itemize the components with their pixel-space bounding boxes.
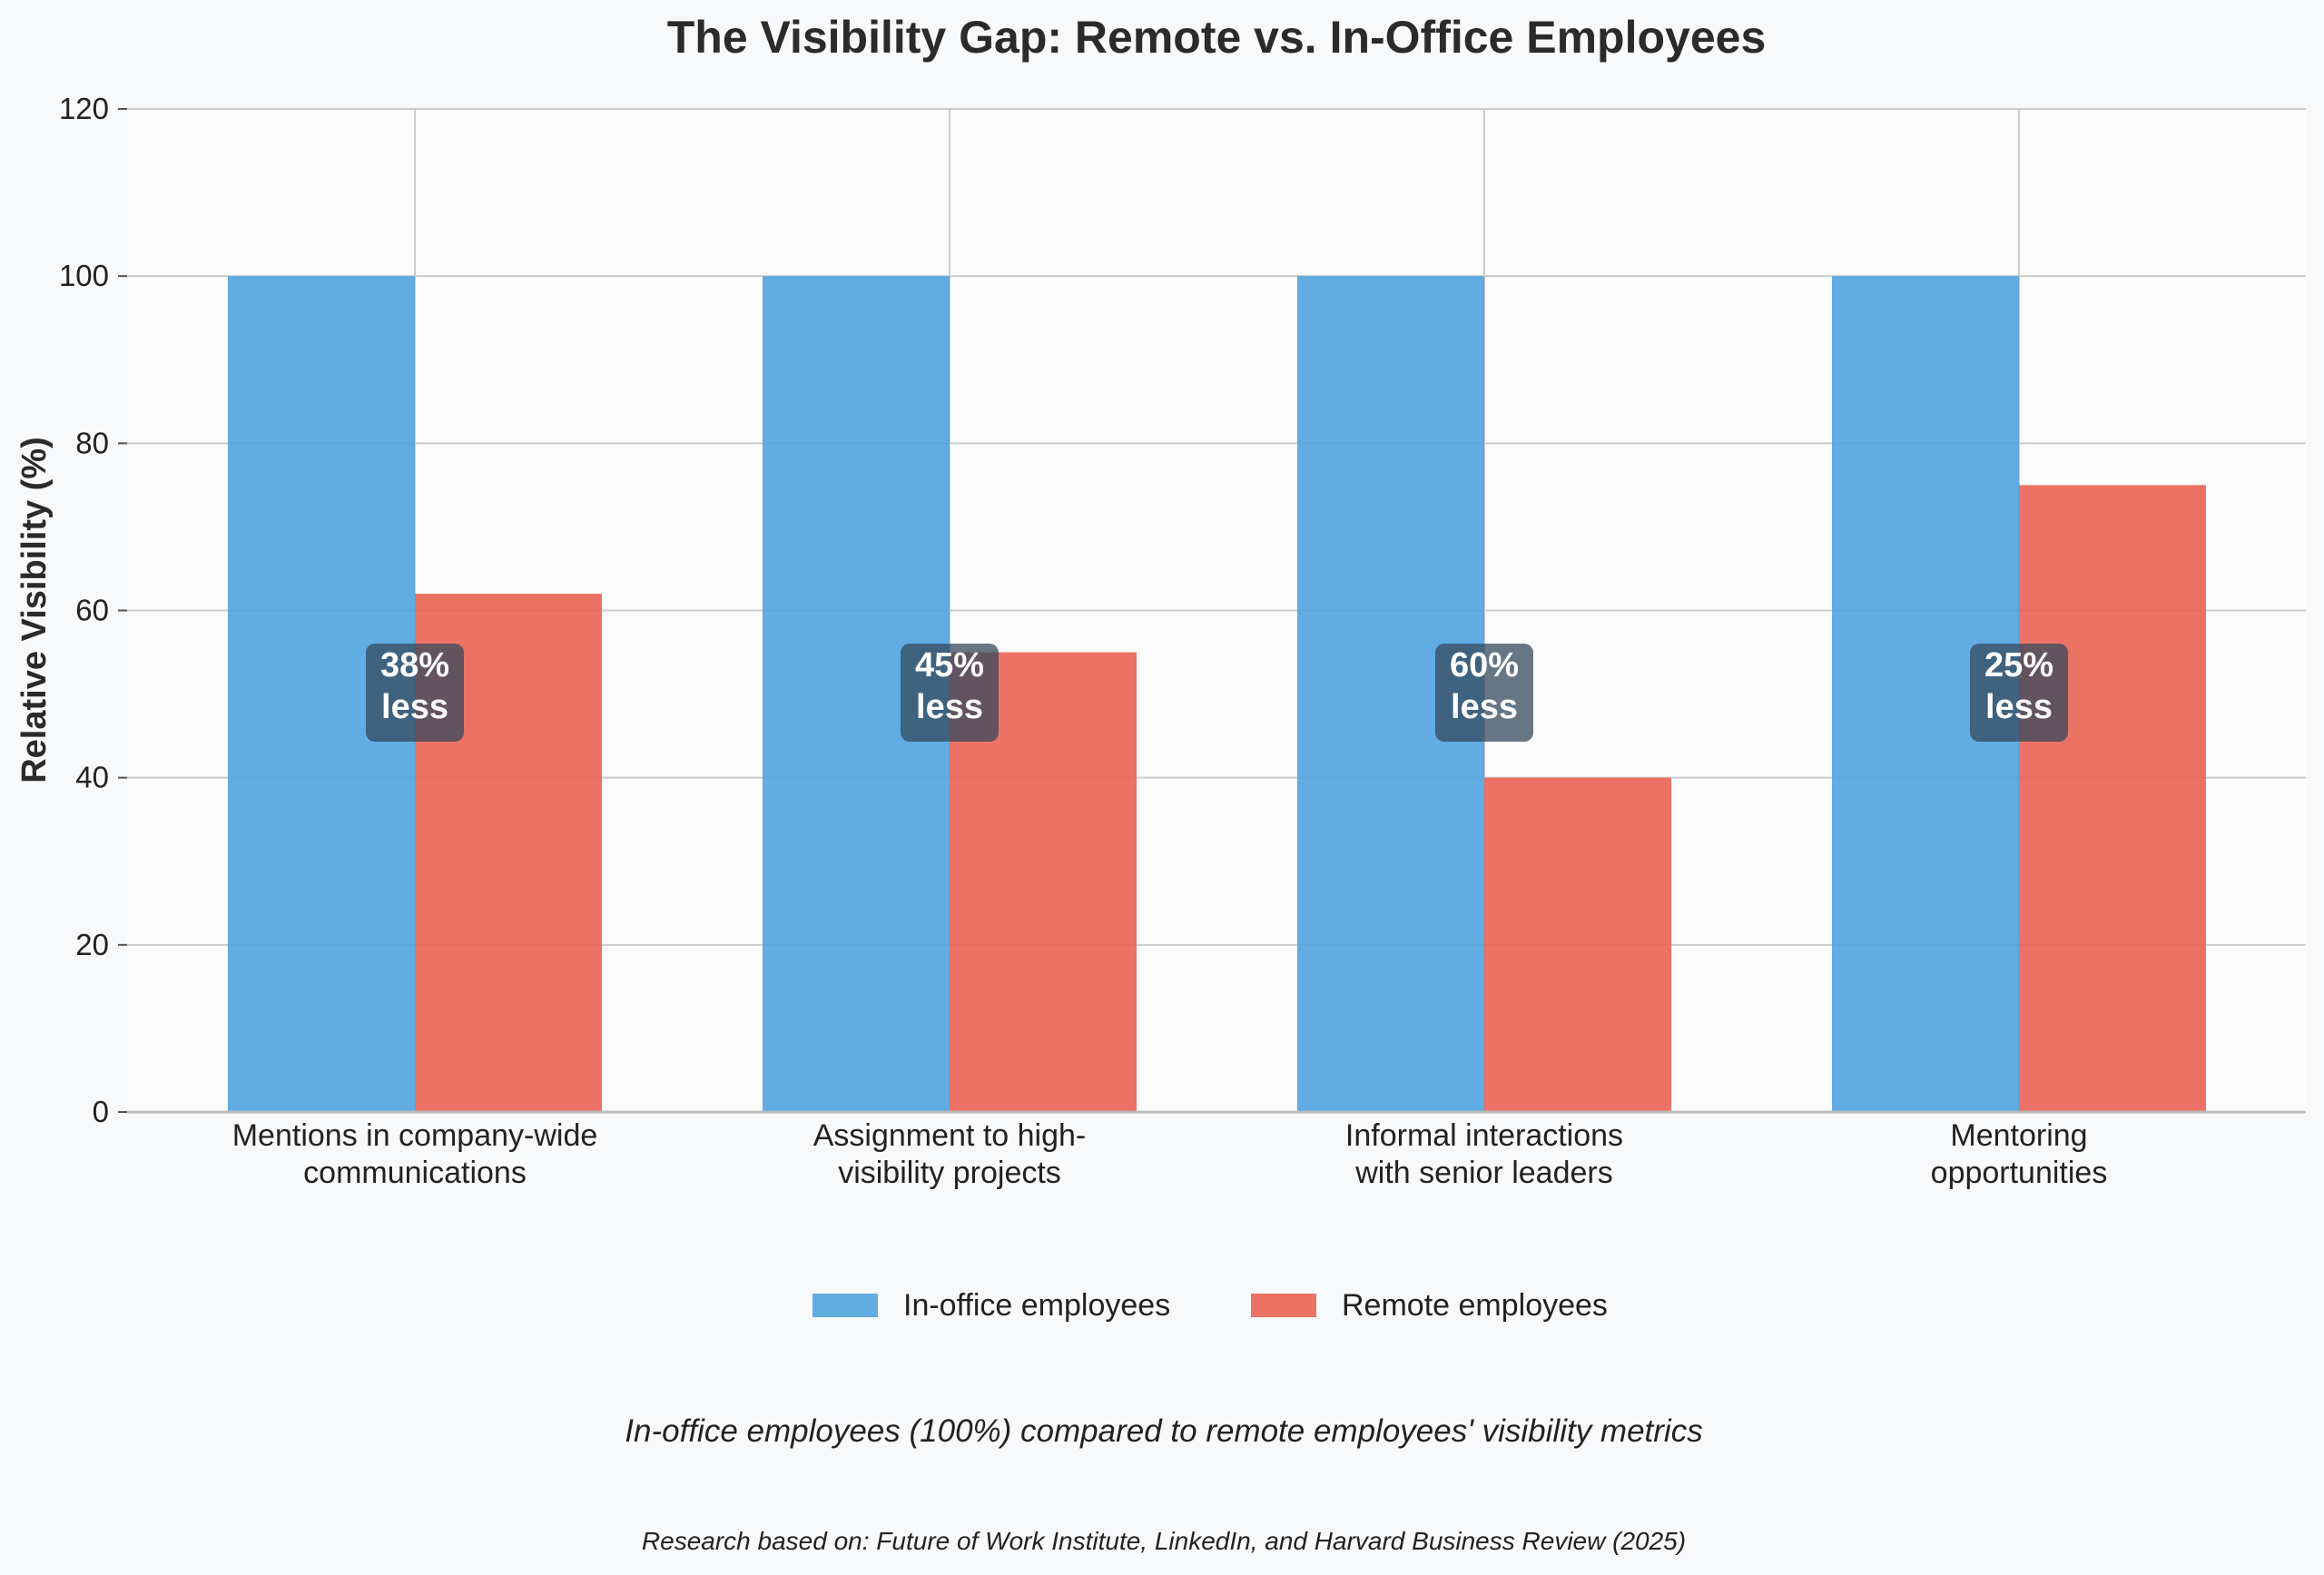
gap-annotation-box [1970, 644, 2068, 742]
gap-annotation-box [1435, 644, 1533, 742]
chart-title: The Visibility Gap: Remote vs. In-Office… [667, 12, 1767, 63]
legend: In-office employees Remote employees [812, 1288, 1608, 1323]
gap-annotation-box [901, 644, 999, 742]
x-category-label: Mentions in company-wide [232, 1118, 598, 1153]
gap-annotation-text: 60% [1450, 646, 1519, 684]
gap-annotation-text: 38% [380, 646, 449, 684]
source-note: Research based on: Future of Work Instit… [642, 1527, 1686, 1555]
y-tick-label: 0 [93, 1095, 109, 1128]
legend-swatch [812, 1294, 878, 1317]
legend-label: In-office employees [903, 1288, 1170, 1323]
y-tick-label: 60 [75, 594, 109, 627]
x-category-label: Assignment to high- [813, 1118, 1087, 1153]
y-tick-label: 80 [75, 426, 109, 459]
x-category-label: with senior leaders [1354, 1156, 1612, 1190]
bar-remote-employees [2019, 485, 2206, 1112]
axes: 0 20 40 60 80 100 120 Mentions in company-widec… [59, 92, 2306, 1190]
y-tick-label: 40 [75, 761, 109, 794]
y-tick-label: 120 [59, 92, 109, 125]
gap-annotation-text: 25% [1984, 646, 2053, 684]
x-category-label: visibility projects [838, 1156, 1061, 1190]
legend-label: Remote employees [1342, 1288, 1608, 1323]
gap-annotation-text: less [381, 688, 448, 726]
gap-annotation-box [366, 644, 464, 742]
gap-annotations: 38% less 45% less 60% less 25% less [366, 644, 2068, 742]
gap-annotation-text: less [1451, 688, 1518, 726]
legend-swatch [1251, 1294, 1316, 1317]
y-tick-label: 100 [59, 259, 109, 292]
gap-annotation-text: 45% [915, 646, 984, 684]
x-category-label: Mentoring [1950, 1118, 2087, 1153]
x-category-label: communications [303, 1156, 527, 1190]
gap-annotation-text: less [916, 688, 983, 726]
y-tick-label: 20 [75, 928, 109, 961]
x-category-label: Informal interactions [1345, 1118, 1623, 1153]
bar-remote-employees [1484, 777, 1671, 1112]
x-category-label: opportunities [1931, 1156, 2108, 1190]
chart-subtitle: In-office employees (100%) compared to r… [625, 1413, 1702, 1449]
y-axis-label: Relative Visibility (%) [15, 437, 54, 783]
gap-annotation-text: less [1985, 688, 2053, 726]
